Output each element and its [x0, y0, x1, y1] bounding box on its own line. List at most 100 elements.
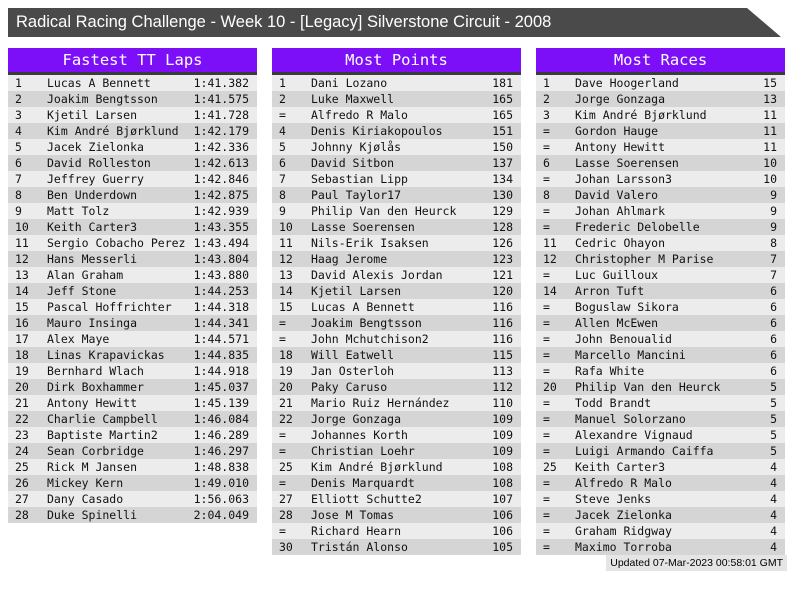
table-row: = John Benoualid 6	[536, 331, 785, 347]
row-name: Sean Corbridge	[47, 444, 144, 458]
table-row: 10 Lasse Soerensen 128	[272, 219, 521, 235]
table-row: 22 Jorge Gonzaga 109	[272, 411, 521, 427]
row-value: 4	[770, 476, 777, 490]
row-value: 4	[770, 460, 777, 474]
row-name: Mauro Insinga	[47, 316, 138, 330]
table-row: 25 Keith Carter3 4	[536, 459, 785, 475]
row-value: 1:44.341	[193, 316, 249, 330]
row-name: Baptiste Martin2	[47, 428, 158, 442]
row-value: 115	[492, 348, 513, 362]
table-row: 1 Dave Hoogerland 15	[536, 75, 785, 91]
table-row: 16 Mauro Insinga 1:44.341	[8, 315, 257, 331]
row-value: 129	[492, 204, 513, 218]
table-row: 1 Lucas A Bennett 1:41.382	[8, 75, 257, 91]
row-name: Paul Taylor17	[311, 188, 402, 202]
table-row: = Gordon Hauge 11	[536, 123, 785, 139]
row-name: Sebastian Lipp	[311, 172, 408, 186]
row-name: Alexandre Vignaud	[575, 428, 693, 442]
row-rank: 28	[279, 508, 293, 522]
row-rank: 21	[279, 396, 293, 410]
row-value: 1:42.336	[193, 140, 249, 154]
row-value: 6	[770, 364, 777, 378]
row-name: Kjetil Larsen	[47, 108, 138, 122]
row-name: Maximo Torroba	[575, 540, 672, 554]
row-value: 109	[492, 412, 513, 426]
row-value: 1:45.037	[193, 380, 249, 394]
row-name: Manuel Solorzano	[575, 412, 686, 426]
row-rank: =	[543, 300, 550, 314]
row-value: 107	[492, 492, 513, 506]
row-rank: 22	[279, 412, 293, 426]
row-value: 1:45.139	[193, 396, 249, 410]
row-name: David Alexis Jordan	[311, 268, 443, 282]
row-rank: 13	[279, 268, 293, 282]
leaderboard-header-most-races: Most Races	[536, 48, 785, 75]
row-name: Denis Kiriakopoulos	[311, 124, 443, 138]
row-rank: 26	[15, 476, 29, 490]
row-rank: 11	[15, 236, 29, 250]
row-value: 1:46.084	[193, 412, 249, 426]
row-value: 4	[770, 492, 777, 506]
table-row: 14 Jeff Stone 1:44.253	[8, 283, 257, 299]
row-name: Philip Van den Heurck	[311, 204, 457, 218]
row-name: Alfredo R Malo	[575, 476, 672, 490]
row-name: Kim André Bjørklund	[575, 108, 707, 122]
row-rank: =	[543, 204, 550, 218]
table-row: 27 Elliott Schutte2 107	[272, 491, 521, 507]
table-row: 8 Paul Taylor17 130	[272, 187, 521, 203]
table-row: 2 Joakim Bengtsson 1:41.575	[8, 91, 257, 107]
row-rank: =	[543, 492, 550, 506]
row-value: 1:43.880	[193, 268, 249, 282]
row-name: Kim André Bjørklund	[311, 460, 443, 474]
row-name: Dani Lozano	[311, 76, 388, 90]
row-name: Paky Caruso	[311, 380, 388, 394]
row-value: 1:49.010	[193, 476, 249, 490]
row-name: Luc Guilloux	[575, 268, 659, 282]
table-row: = Johan Ahlmark 9	[536, 203, 785, 219]
table-row: 23 Baptiste Martin2 1:46.289	[8, 427, 257, 443]
table-row: = Johannes Korth 109	[272, 427, 521, 443]
row-rank: =	[543, 332, 550, 346]
row-rank: =	[279, 316, 286, 330]
table-row: 4 Kim André Bjørklund 1:42.179	[8, 123, 257, 139]
row-name: Denis Marquardt	[311, 476, 415, 490]
table-row: 5 Johnny Kjølås 150	[272, 139, 521, 155]
row-value: 5	[770, 428, 777, 442]
row-value: 151	[492, 124, 513, 138]
row-value: 1:44.571	[193, 332, 249, 346]
row-value: 1:42.846	[193, 172, 249, 186]
table-row: = Allen McEwen 6	[536, 315, 785, 331]
row-rank: 19	[279, 364, 293, 378]
row-value: 1:41.575	[193, 92, 249, 106]
row-name: Kjetil Larsen	[311, 284, 402, 298]
leaderboard-header-fastest-tt-laps: Fastest TT Laps	[8, 48, 257, 75]
row-name: Marcello Mancini	[575, 348, 686, 362]
row-rank: 25	[15, 460, 29, 474]
row-rank: 11	[279, 236, 293, 250]
row-name: David Sitbon	[311, 156, 395, 170]
leaderboard-rows-most-races: 1 Dave Hoogerland 15 2 Jorge Gonzaga 13 3 Kim A…	[536, 75, 785, 555]
table-row: 19 Bernhard Wlach 1:44.918	[8, 363, 257, 379]
row-rank: 2	[15, 92, 22, 106]
row-rank: 23	[15, 428, 29, 442]
row-rank: 3	[15, 108, 22, 122]
row-value: 1:41.728	[193, 108, 249, 122]
row-rank: 2	[543, 92, 550, 106]
row-value: 9	[770, 204, 777, 218]
table-row: 20 Paky Caruso 112	[272, 379, 521, 395]
row-value: 11	[763, 108, 777, 122]
row-value: 1:41.382	[193, 76, 249, 90]
row-value: 112	[492, 380, 513, 394]
table-row: = Christian Loehr 109	[272, 443, 521, 459]
row-name: Gordon Hauge	[575, 124, 659, 138]
table-row: 9 Matt Tolz 1:42.939	[8, 203, 257, 219]
table-row: 20 Philip Van den Heurck 5	[536, 379, 785, 395]
row-name: Luke Maxwell	[311, 92, 395, 106]
table-row: 15 Lucas A Bennett 116	[272, 299, 521, 315]
row-rank: =	[279, 108, 286, 122]
row-value: 5	[770, 380, 777, 394]
row-name: Johan Larsson3	[575, 172, 672, 186]
row-rank: 14	[15, 284, 29, 298]
row-name: Will Eatwell	[311, 348, 395, 362]
row-value: 1:43.494	[193, 236, 249, 250]
